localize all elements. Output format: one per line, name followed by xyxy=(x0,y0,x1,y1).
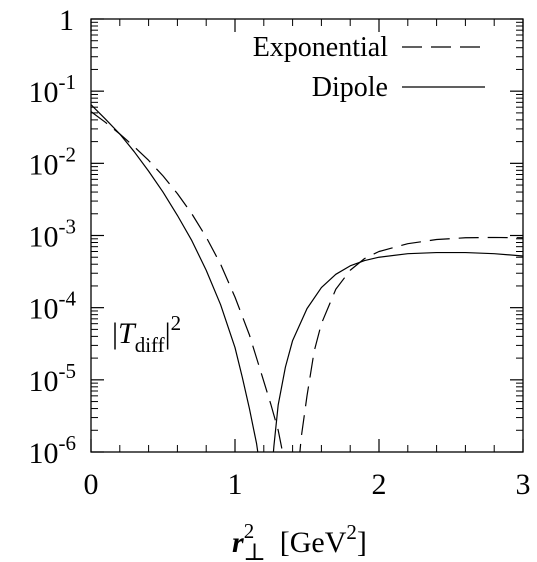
y-tick-label: 10-2 xyxy=(29,142,77,181)
x-tick-labels: 0 1 2 3 xyxy=(84,468,531,501)
series-layer xyxy=(91,104,523,452)
legend-label-exponential: Exponential xyxy=(253,32,389,63)
series-line-exponential xyxy=(91,111,523,452)
y-tick-label: 10-5 xyxy=(29,359,77,398)
x-axis-title: r2 ⊥ [GeV2] xyxy=(232,519,367,562)
x-tick-label: 2 xyxy=(372,468,387,501)
x-tick-label: 3 xyxy=(516,468,531,501)
y-tick-label: 10-6 xyxy=(29,431,77,470)
plot-frame xyxy=(90,18,524,453)
x-tick-label: 0 xyxy=(84,468,99,501)
y-tick-label: 1 xyxy=(59,4,74,37)
legend-entry-exponential: Exponential xyxy=(253,32,485,63)
y-tick-label: 10-3 xyxy=(29,215,77,254)
ticks-layer xyxy=(90,18,524,453)
series-line-dipole xyxy=(91,104,523,452)
y-tick-labels: 1 10-1 10-2 10-3 10-4 10-5 10-6 xyxy=(29,4,77,470)
legend-entry-dipole: Dipole xyxy=(312,72,485,103)
annotation-t-diff: |Tdiff|2 xyxy=(112,311,181,357)
legend: Exponential Dipole xyxy=(253,32,485,103)
legend-label-dipole: Dipole xyxy=(312,72,388,103)
x-tick-label: 1 xyxy=(228,468,243,501)
y-tick-label: 10-4 xyxy=(29,287,77,326)
y-tick-label: 10-1 xyxy=(29,70,77,109)
